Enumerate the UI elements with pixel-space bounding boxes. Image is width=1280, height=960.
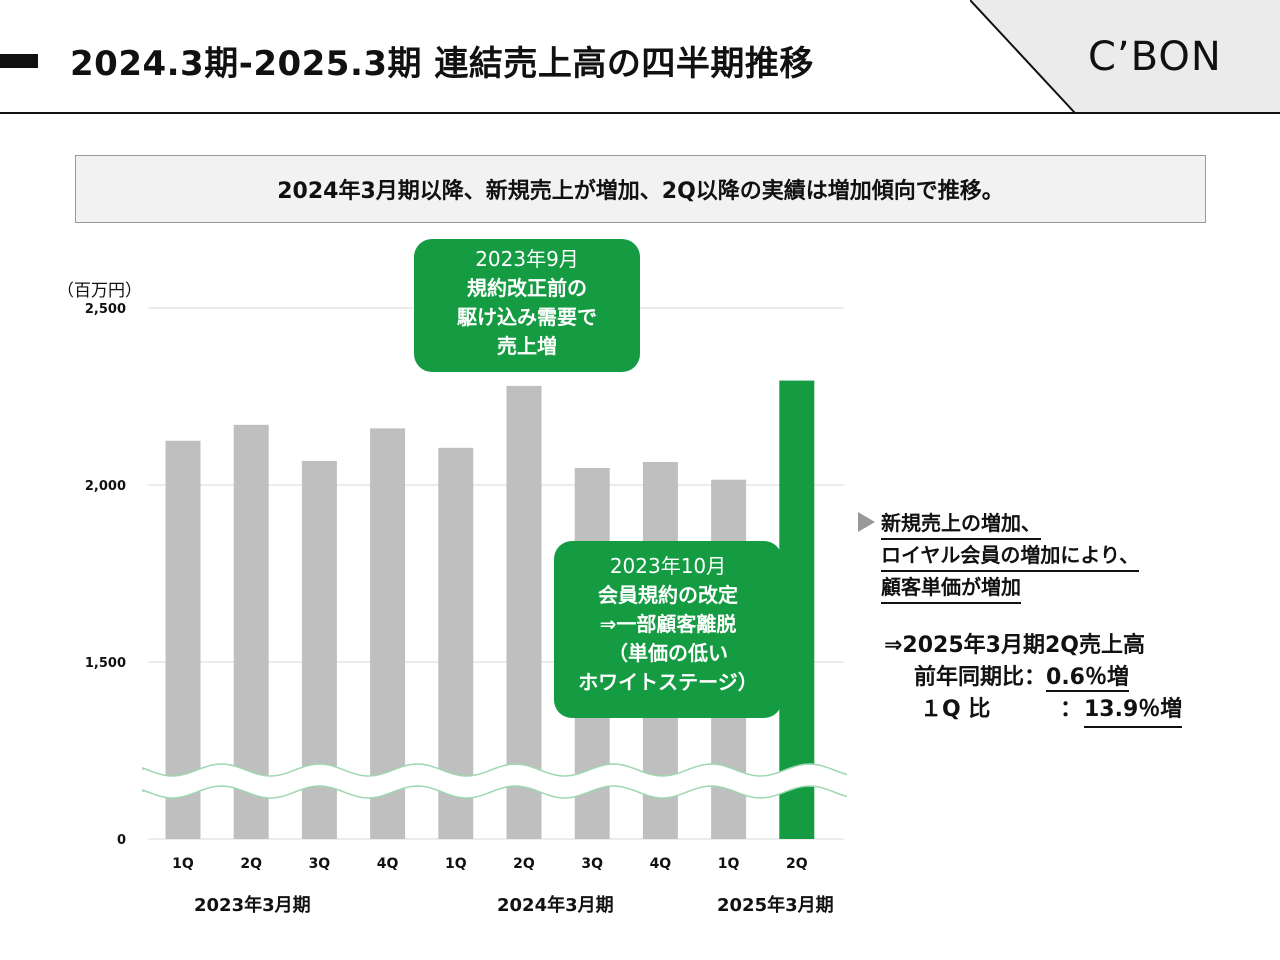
page-title: 2024.3期-2025.3期 連結売上高の四半期推移 bbox=[70, 44, 814, 84]
y-tick-label: 0 bbox=[117, 833, 126, 848]
title-bar: 2024.3期-2025.3期 連結売上高の四半期推移 C’BON bbox=[0, 0, 1280, 115]
result-qoq-colon: ： bbox=[1060, 697, 1083, 722]
callout-rush-line-3: 駆け込み需要で bbox=[457, 305, 597, 329]
result-yoy-row: 前年同期比：0.6％増 bbox=[884, 662, 1145, 694]
y-tick-label: 2,500 bbox=[85, 302, 126, 317]
result-block: ⇒2025年3月期2Q売上高 前年同期比：0.6％増 １Q 比 ： 13.9％増 bbox=[884, 630, 1183, 728]
callout-revision-line-3: ⇒一部顧客離脱 bbox=[599, 612, 737, 636]
result-qoq-value: 13.9％増 bbox=[1084, 694, 1183, 728]
callout-rush-line-1: 2023年9月 bbox=[475, 247, 579, 271]
period-label-fy2025: 2025年3月期 bbox=[717, 895, 834, 916]
callout-rush-demand: 2023年9月 規約改正前の 駆け込み需要で 売上増 bbox=[414, 239, 640, 372]
x-tick-label: 1Q bbox=[445, 856, 467, 872]
x-tick-label: 2Q bbox=[786, 856, 808, 872]
result-qoq-label: １Q 比 bbox=[920, 697, 991, 722]
summary-box: 2024年3月期以降、新規売上が増加、2Q以降の実績は増加傾向で推移。 bbox=[75, 155, 1206, 223]
unit-label: （百万円） bbox=[57, 281, 142, 301]
x-tick-label: 3Q bbox=[581, 856, 603, 872]
x-tick-label: 1Q bbox=[718, 856, 740, 872]
note-line-1: 新規売上の増加、 bbox=[881, 508, 1041, 540]
note-line-2: ロイヤル会員の増加により、 bbox=[881, 540, 1140, 572]
axis-break-line-bottom bbox=[142, 785, 848, 799]
notes-block: 新規売上の増加、 ロイヤル会員の増加により、 顧客単価が増加 bbox=[858, 508, 1218, 604]
axis-break-line-top bbox=[142, 763, 848, 777]
callout-revision-line-2: 会員規約の改定 bbox=[598, 583, 738, 607]
x-tick-label: 2Q bbox=[513, 856, 535, 872]
x-tick-label: 4Q bbox=[650, 856, 672, 872]
callout-revision-line-4: （単価の低い bbox=[608, 641, 728, 665]
callout-revision-line-1: 2023年10月 bbox=[609, 554, 727, 578]
result-qoq-row: １Q 比 ： 13.9％増 bbox=[884, 694, 1183, 728]
title-marker bbox=[0, 54, 38, 68]
x-tick-label: 1Q bbox=[172, 856, 194, 872]
result-heading: ⇒2025年3月期2Q売上高 bbox=[884, 633, 1145, 658]
callout-membership-revision: 2023年10月 会員規約の改定 ⇒一部顧客離脱 （単価の低い ホワイトステージ… bbox=[554, 541, 782, 718]
axis-break-band bbox=[143, 764, 849, 798]
triangle-bullet-icon bbox=[858, 512, 875, 532]
y-tick-label: 1,500 bbox=[85, 656, 126, 671]
y-tick-label: 2,000 bbox=[85, 479, 126, 494]
period-label-fy2024: 2024年3月期 bbox=[497, 895, 614, 916]
bar-10 bbox=[779, 380, 815, 839]
x-tick-label: 2Q bbox=[240, 856, 262, 872]
period-label-fy2023: 2023年3月期 bbox=[194, 895, 311, 916]
result-yoy-label: 前年同期比： bbox=[914, 665, 1047, 690]
logo-panel bbox=[970, 0, 1280, 113]
callout-rush-line-4: 売上増 bbox=[497, 334, 557, 358]
x-tick-label: 4Q bbox=[377, 856, 399, 872]
result-yoy-value: 0.6％増 bbox=[1046, 665, 1129, 692]
note-line-3: 顧客単価が増加 bbox=[881, 572, 1021, 604]
callout-rush-line-2: 規約改正前の bbox=[467, 276, 587, 300]
callout-revision-line-5: ホワイトステージ） bbox=[578, 670, 758, 694]
x-tick-label: 3Q bbox=[309, 856, 331, 872]
title-divider bbox=[0, 112, 1280, 114]
brand-logo: C’BON bbox=[1088, 34, 1222, 80]
